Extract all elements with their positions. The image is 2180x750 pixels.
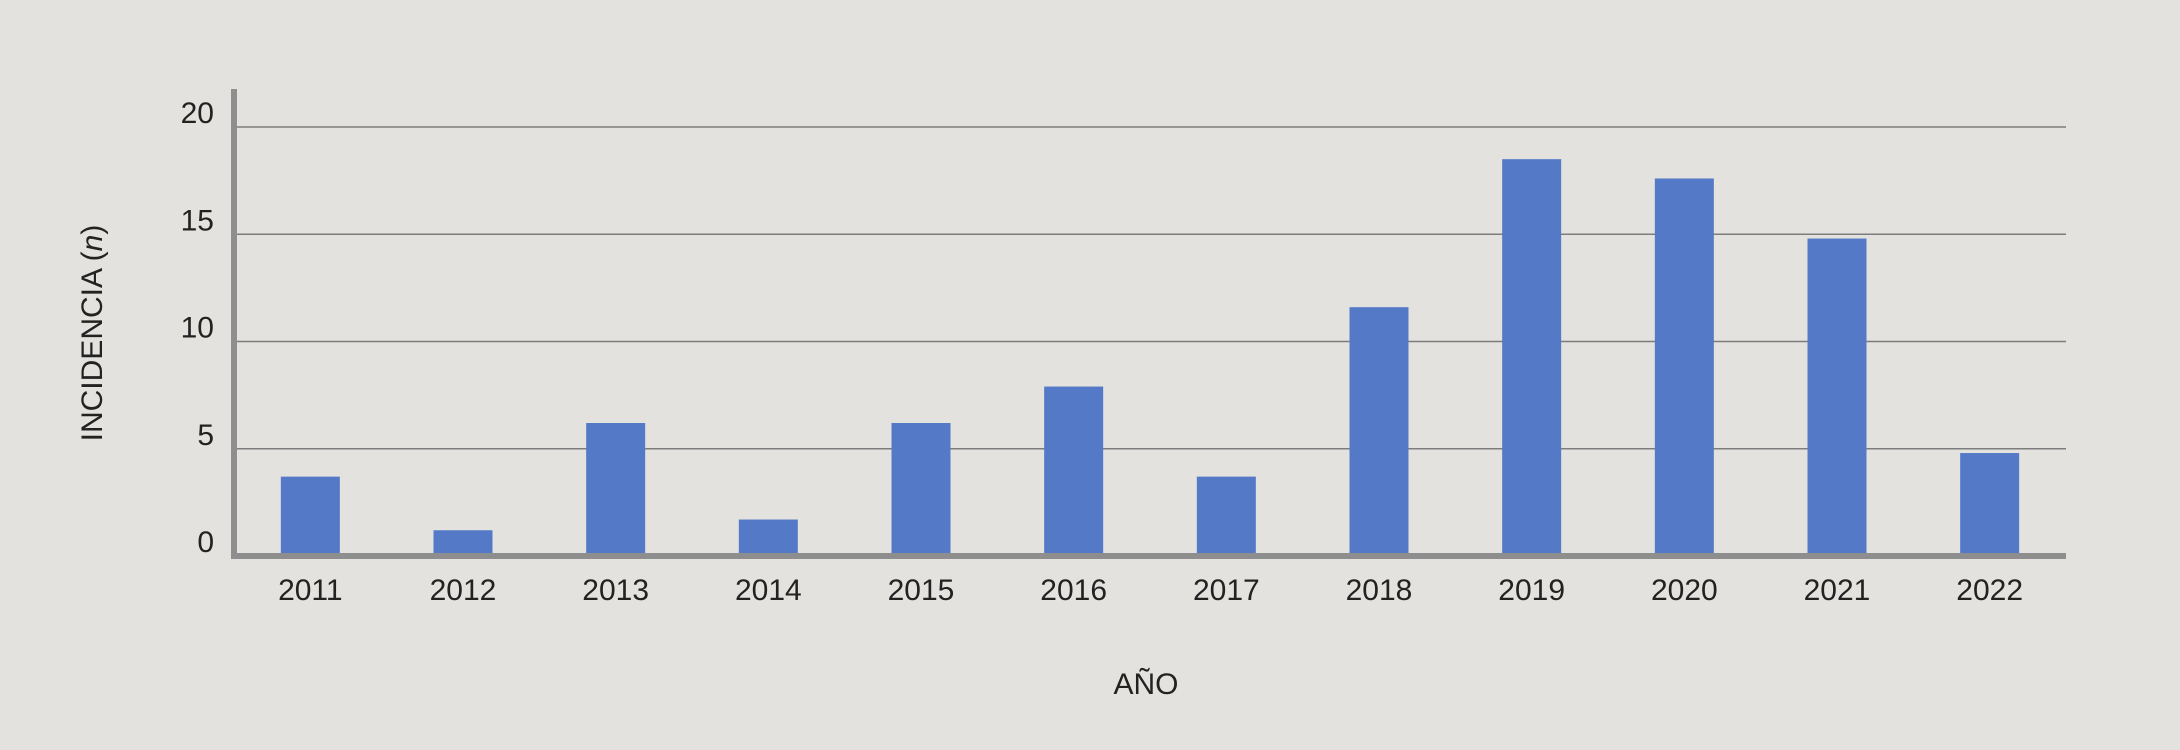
bar-2017	[1196, 476, 1256, 556]
x-tick-label: 2013	[582, 574, 649, 607]
y-tick-labels: 0 5 10 15 20	[181, 97, 214, 559]
bar-2014	[738, 519, 798, 556]
bar-2015	[891, 423, 951, 556]
x-tick-label: 2014	[735, 574, 802, 607]
y-axis-title-italic: n	[76, 235, 109, 252]
bar-2012	[433, 530, 493, 556]
y-axis-title: INCIDENCIA (n)	[76, 225, 109, 442]
x-tick-label: 2021	[1804, 574, 1871, 607]
axes	[231, 89, 2066, 559]
y-tick-label: 20	[181, 97, 214, 130]
bar-2022	[1960, 453, 2020, 556]
x-tick-label: 2019	[1498, 574, 1565, 607]
x-tick-label: 2020	[1651, 574, 1718, 607]
x-tick-labels: 2011 2012 2013 2014 2015 2016 2017 2018 2019 2020…	[278, 574, 2023, 607]
y-tick-label: 15	[181, 204, 214, 237]
bar-2011	[280, 476, 340, 556]
x-tick-label: 2017	[1193, 574, 1260, 607]
x-tick-label: 2018	[1346, 574, 1413, 607]
y-tick-label: 5	[197, 419, 214, 452]
bar-2013	[586, 423, 646, 556]
x-tick-label: 2022	[1956, 574, 2023, 607]
x-tick-label: 2015	[888, 574, 955, 607]
bar-2018	[1349, 307, 1409, 556]
gridlines	[234, 126, 2066, 450]
y-axis-title-close: )	[76, 225, 109, 235]
bar-2020	[1654, 178, 1714, 557]
bar-2019	[1502, 159, 1562, 557]
x-tick-label: 2012	[430, 574, 497, 607]
y-tick-label: 10	[181, 312, 214, 345]
x-axis-title: AÑO	[1113, 667, 1178, 701]
bar-2016	[1044, 386, 1104, 556]
bar-2021	[1807, 238, 1867, 557]
x-tick-label: 2016	[1040, 574, 1107, 607]
y-axis-title-main: INCIDENCIA (	[76, 251, 109, 441]
y-tick-label: 0	[197, 526, 214, 559]
bars	[280, 159, 2020, 557]
x-tick-label: 2011	[278, 574, 343, 607]
